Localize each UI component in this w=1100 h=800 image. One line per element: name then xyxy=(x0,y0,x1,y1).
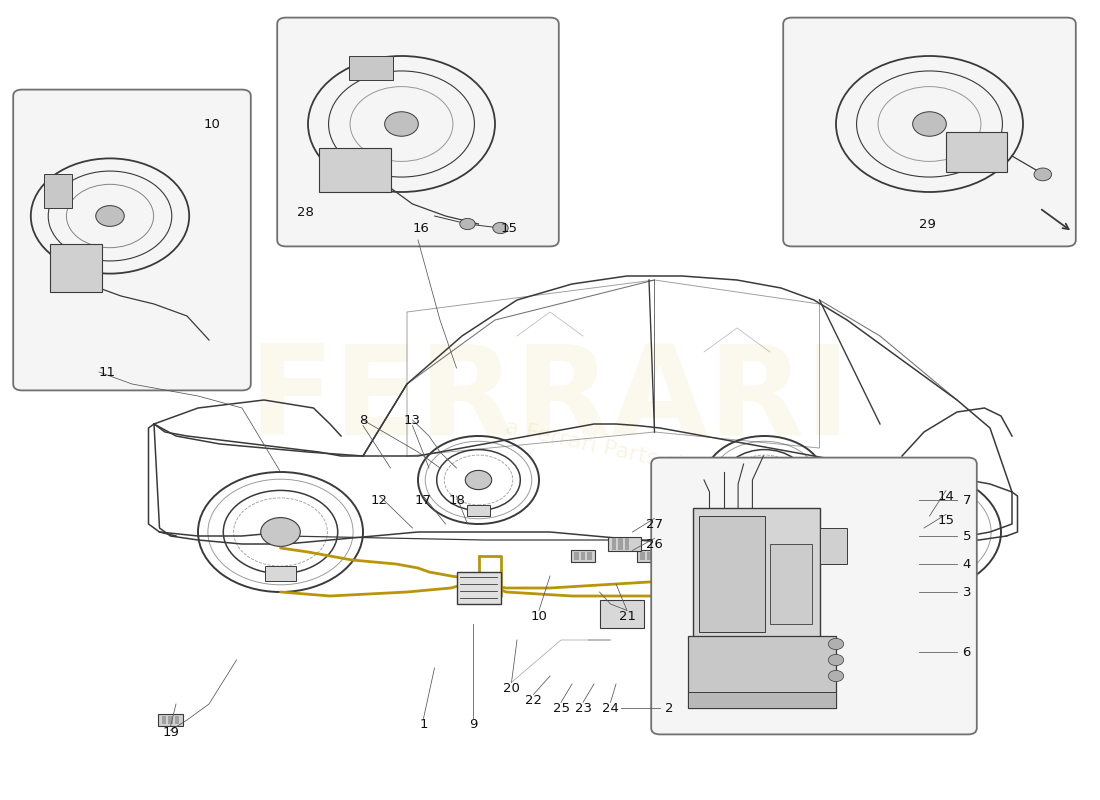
Text: 5: 5 xyxy=(962,530,971,542)
FancyBboxPatch shape xyxy=(13,90,251,390)
Text: 27: 27 xyxy=(646,518,663,530)
Text: 16: 16 xyxy=(412,222,429,234)
Bar xyxy=(612,538,616,550)
Circle shape xyxy=(465,470,492,490)
Bar xyxy=(625,538,629,550)
Text: 11: 11 xyxy=(99,366,116,378)
Bar xyxy=(688,692,836,708)
Text: 19: 19 xyxy=(162,726,179,738)
Bar xyxy=(693,508,820,640)
Circle shape xyxy=(493,222,508,234)
Text: 18: 18 xyxy=(448,494,465,506)
Text: 2: 2 xyxy=(666,702,674,714)
Circle shape xyxy=(828,670,844,682)
Text: 24: 24 xyxy=(602,702,619,714)
Text: 26: 26 xyxy=(646,538,663,550)
Bar xyxy=(168,716,173,724)
Text: 29: 29 xyxy=(918,218,935,230)
Bar xyxy=(319,148,390,192)
FancyBboxPatch shape xyxy=(783,18,1076,246)
Text: FERRARI: FERRARI xyxy=(249,339,851,461)
Bar xyxy=(216,345,220,351)
Bar xyxy=(587,552,592,560)
Bar xyxy=(653,552,658,560)
Bar xyxy=(488,229,493,235)
Text: 12: 12 xyxy=(371,494,388,506)
Bar xyxy=(175,716,179,724)
Text: 15: 15 xyxy=(937,514,955,526)
Bar xyxy=(637,550,661,562)
Text: 6: 6 xyxy=(962,646,971,658)
Circle shape xyxy=(913,112,946,136)
Bar xyxy=(820,528,847,564)
FancyBboxPatch shape xyxy=(277,18,559,246)
Text: 7: 7 xyxy=(962,494,971,506)
Circle shape xyxy=(261,518,300,546)
Bar xyxy=(581,552,585,560)
Text: a Ferrari Parts site: a Ferrari Parts site xyxy=(504,417,706,479)
Text: 22: 22 xyxy=(525,694,542,706)
Bar xyxy=(478,227,500,238)
Circle shape xyxy=(1034,168,1052,181)
Text: 13: 13 xyxy=(404,414,421,426)
Bar xyxy=(608,537,641,551)
Bar xyxy=(199,343,219,353)
Circle shape xyxy=(96,206,124,226)
Bar xyxy=(770,544,812,624)
Bar xyxy=(647,552,651,560)
Bar xyxy=(468,505,490,516)
Text: 15: 15 xyxy=(500,222,517,234)
Text: 8: 8 xyxy=(359,414,367,426)
Text: 21: 21 xyxy=(618,610,636,622)
Text: 17: 17 xyxy=(415,494,432,506)
FancyBboxPatch shape xyxy=(651,458,977,734)
Bar xyxy=(640,552,645,560)
Text: 25: 25 xyxy=(552,702,570,714)
Text: 14: 14 xyxy=(937,490,955,502)
Bar xyxy=(202,345,207,351)
Bar xyxy=(574,552,579,560)
Bar xyxy=(571,550,595,562)
Circle shape xyxy=(828,654,844,666)
Circle shape xyxy=(385,112,418,136)
Bar xyxy=(946,132,1006,172)
Bar xyxy=(349,56,393,80)
Bar xyxy=(495,229,499,235)
Bar xyxy=(754,505,776,516)
Bar xyxy=(50,244,102,292)
Bar xyxy=(265,566,296,581)
Text: 10: 10 xyxy=(530,610,548,622)
Text: 20: 20 xyxy=(503,682,520,694)
Bar xyxy=(162,716,166,724)
Text: 9: 9 xyxy=(469,718,477,730)
Bar xyxy=(482,229,486,235)
Text: 4: 4 xyxy=(962,558,971,570)
Bar xyxy=(158,714,183,726)
Bar xyxy=(698,516,764,632)
Circle shape xyxy=(899,518,938,546)
Bar xyxy=(44,174,72,208)
Text: 23: 23 xyxy=(574,702,592,714)
Bar xyxy=(618,538,623,550)
Bar xyxy=(600,600,643,628)
Circle shape xyxy=(828,638,844,650)
Circle shape xyxy=(751,470,778,490)
Text: 10: 10 xyxy=(204,118,220,130)
Bar xyxy=(456,572,501,604)
Bar xyxy=(903,566,934,581)
Bar xyxy=(688,636,836,708)
Circle shape xyxy=(460,218,475,230)
Text: 28: 28 xyxy=(297,206,313,218)
Text: 3: 3 xyxy=(962,586,971,598)
Bar xyxy=(209,345,213,351)
Text: 1: 1 xyxy=(419,718,428,730)
